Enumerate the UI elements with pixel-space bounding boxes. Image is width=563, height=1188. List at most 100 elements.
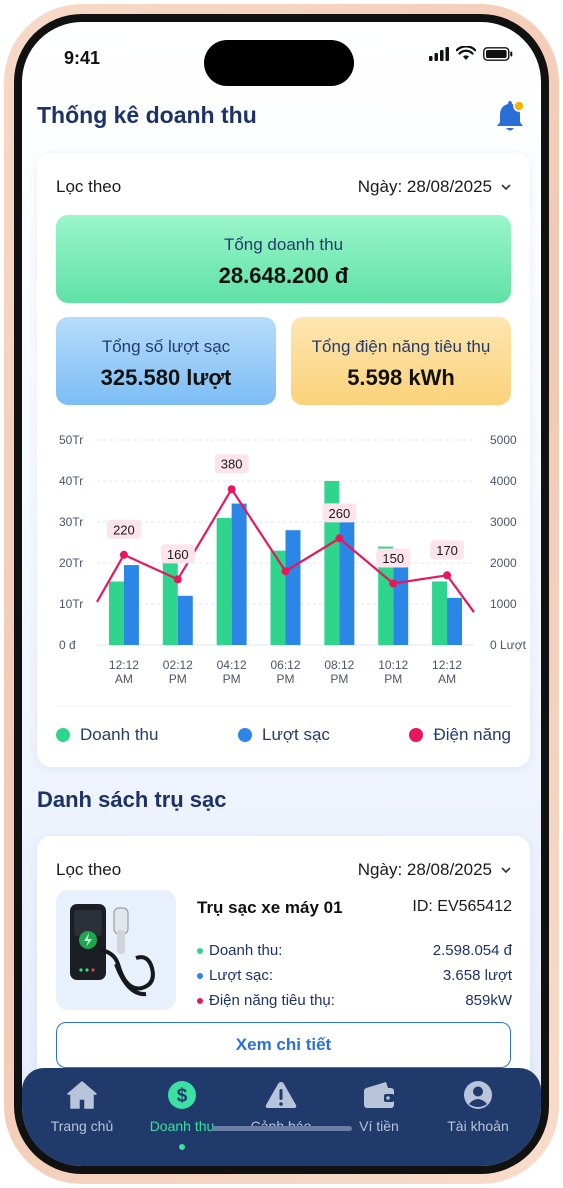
energy-label-bg xyxy=(430,540,465,560)
warning-icon xyxy=(265,1082,297,1108)
station-charges-row: Lượt sạc: 3.658 lượt xyxy=(197,967,512,984)
energy-label-bg xyxy=(160,544,195,564)
row-label: Doanh thu: xyxy=(209,942,283,959)
tab-label: Trang chủ xyxy=(50,1118,114,1134)
right-tick-label: 2000 xyxy=(490,556,517,570)
energy-point xyxy=(227,485,236,494)
total-energy-tile: Tổng điện năng tiêu thụ 5.598 kWh xyxy=(291,317,511,405)
left-tick-label: 20Tr xyxy=(59,556,83,570)
date-filter-dropdown[interactable]: Ngày: 28/08/2025 xyxy=(358,860,512,880)
chart-legend: Doanh thu Lượt sạc Điện năng xyxy=(56,725,511,745)
station-id: ID: EV565412 xyxy=(412,898,512,915)
revenue-chart: 50Tr 40Tr 30Tr 20Tr 10Tr 0 đ 5000 4000 3000 2000 1… xyxy=(56,433,527,707)
x-tick-label: 08:12 xyxy=(324,658,354,672)
right-tick-label: 5000 xyxy=(490,433,517,447)
row-label: Điện năng tiêu thụ: xyxy=(209,992,335,1009)
revenue-bar xyxy=(162,546,178,645)
legend-dot xyxy=(56,728,70,742)
charges-bar xyxy=(393,560,409,645)
energy-data-label: 220 xyxy=(113,522,135,537)
row-value: 859kW xyxy=(465,992,512,1009)
status-dot xyxy=(197,947,203,954)
charges-bar xyxy=(231,503,247,645)
legend-item-revenue: Doanh thu xyxy=(56,725,158,745)
phone-bezel: 9:41 Thống kê doanh thu Lọc theo Ngày: 2… xyxy=(14,14,549,1174)
tab-label: Doanh thu xyxy=(149,1118,215,1134)
total-revenue-tile: Tổng doanh thu 28.648.200 đ xyxy=(56,215,511,303)
status-dot xyxy=(197,972,203,979)
view-detail-button[interactable]: Xem chi tiết xyxy=(56,1022,511,1068)
energy-label-bg xyxy=(322,503,357,523)
left-tick-label: 0 đ xyxy=(59,638,76,652)
energy-data-label: 170 xyxy=(436,543,458,558)
wifi-icon xyxy=(456,46,476,60)
date-filter-dropdown[interactable]: Ngày: 28/08/2025 xyxy=(358,177,512,197)
x-tick-label: PM xyxy=(277,672,295,686)
wallet-icon xyxy=(364,1082,394,1108)
left-tick-label: 40Tr xyxy=(59,474,83,488)
energy-label-bg xyxy=(214,454,249,474)
tab-label: Ví tiền xyxy=(359,1118,399,1134)
screen: 9:41 Thống kê doanh thu Lọc theo Ngày: 2… xyxy=(22,22,541,1166)
total-revenue-value: 28.648.200 đ xyxy=(218,263,349,288)
tab-account[interactable]: Tài khoản xyxy=(428,1080,528,1134)
chevron-down-icon xyxy=(501,184,511,191)
svg-text:$: $ xyxy=(177,1086,188,1107)
revenue-bar xyxy=(270,550,286,645)
x-tick-label: 12:12 xyxy=(109,658,139,672)
energy-data-label: 260 xyxy=(329,506,351,521)
legend-item-energy: Điện năng xyxy=(409,725,511,745)
energy-point xyxy=(443,571,452,580)
revenue-card: Lọc theo Ngày: 28/08/2025 Tổng doanh thu… xyxy=(37,153,530,767)
energy-data-label: 380 xyxy=(221,457,243,472)
total-energy-value: 5.598 kWh xyxy=(347,365,455,390)
station-name: Trụ sạc xe máy 01 xyxy=(197,898,343,917)
section-title: Danh sách trụ sạc xyxy=(37,787,227,812)
row-label: Lượt sạc: xyxy=(209,967,274,984)
legend-label: Điện năng xyxy=(433,725,511,744)
tab-home[interactable]: Trang chủ xyxy=(32,1080,132,1134)
x-tick-label: 12:12 xyxy=(432,658,462,672)
x-tick-label: 06:12 xyxy=(270,658,300,672)
energy-point xyxy=(335,534,344,543)
revenue-bar xyxy=(108,581,124,645)
charges-bar xyxy=(339,522,355,645)
total-energy-label: Tổng điện năng tiêu thụ xyxy=(311,337,491,356)
energy-point xyxy=(173,575,182,584)
phone-frame: 9:41 Thống kê doanh thu Lọc theo Ngày: 2… xyxy=(4,4,559,1184)
tab-bar: Trang chủ $ Doanh thu Cảnh báo Ví tiền xyxy=(22,1068,541,1166)
x-tick-label: AM xyxy=(438,672,456,686)
ev-charger-icon xyxy=(70,904,155,997)
revenue-bar xyxy=(432,581,448,645)
date-filter-label: Ngày: 28/08/2025 xyxy=(357,177,492,196)
x-tick-label: PM xyxy=(223,672,241,686)
filter-label: Lọc theo xyxy=(56,860,122,879)
charges-bar xyxy=(177,595,193,645)
left-tick-label: 30Tr xyxy=(59,515,83,529)
notification-button[interactable] xyxy=(495,100,525,134)
right-tick-label: 3000 xyxy=(490,515,517,529)
row-value: 3.658 lượt xyxy=(442,967,512,984)
page-title: Thống kê doanh thu xyxy=(37,102,257,128)
station-energy-row: Điện năng tiêu thụ: 859kW xyxy=(197,992,512,1009)
legend-dot xyxy=(238,728,253,742)
account-icon xyxy=(464,1081,492,1109)
revenue-bar xyxy=(378,546,394,645)
charger-image xyxy=(56,890,176,1010)
right-tick-label: 4000 xyxy=(490,474,517,488)
tab-revenue[interactable]: $ Doanh thu xyxy=(132,1080,232,1150)
filter-label: Lọc theo xyxy=(56,177,122,196)
legend-label: Doanh thu xyxy=(80,725,159,744)
right-tick-label: 1000 xyxy=(490,597,517,611)
status-dot xyxy=(197,997,203,1004)
legend-label: Lượt sạc xyxy=(262,725,330,744)
energy-label-bg xyxy=(106,519,141,539)
energy-point xyxy=(281,567,290,576)
battery-icon xyxy=(483,46,513,61)
tab-wallet[interactable]: Ví tiền xyxy=(329,1080,429,1134)
revenue-bar xyxy=(216,517,232,645)
right-tick-label: 0 Lượt xyxy=(490,638,527,652)
energy-label-bg xyxy=(376,548,411,568)
x-tick-label: PM xyxy=(169,672,187,686)
x-tick-label: AM xyxy=(115,672,133,686)
